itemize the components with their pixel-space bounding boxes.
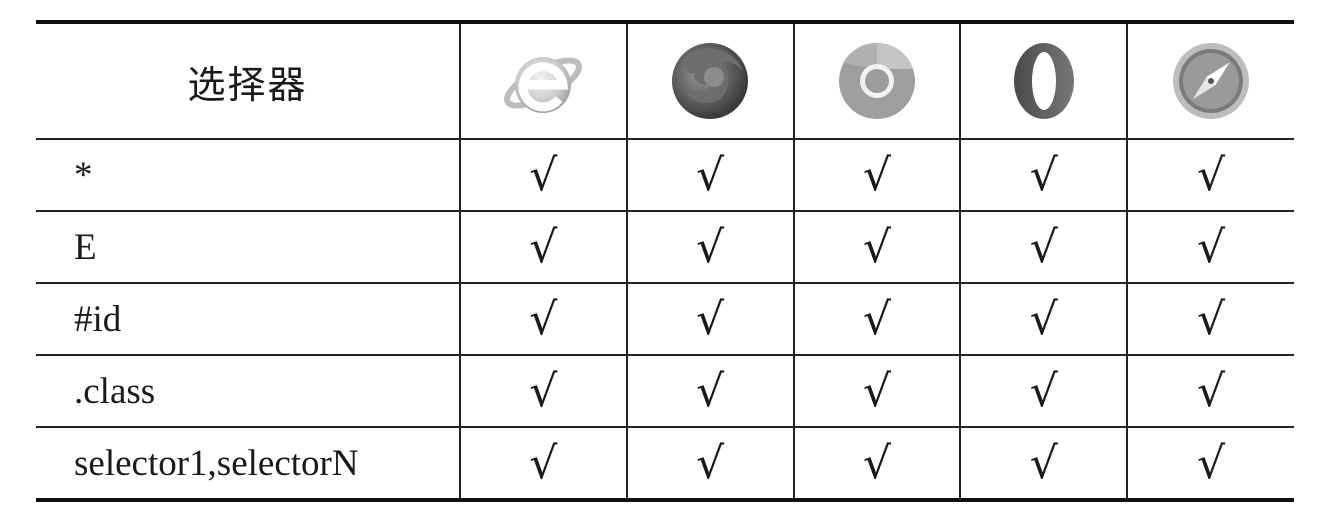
- table-row: E √ √ √ √ √: [36, 210, 1294, 283]
- header-row: 选择器: [36, 22, 1294, 139]
- table-row: .class √ √ √ √ √: [36, 354, 1294, 427]
- check-mark: √: [459, 282, 627, 355]
- check-mark: √: [792, 138, 961, 211]
- check-mark: √: [792, 354, 961, 427]
- check-mark: √: [959, 426, 1128, 500]
- check-mark: √: [625, 210, 794, 283]
- safari-icon: [1173, 43, 1250, 119]
- check-mark: √: [625, 138, 794, 211]
- chrome-icon: [838, 42, 915, 119]
- check-mark: √: [1126, 138, 1294, 211]
- selector-cell: *: [36, 138, 460, 211]
- check-mark: √: [459, 354, 627, 427]
- opera-header-cell: [959, 22, 1128, 139]
- check-mark: √: [625, 426, 794, 500]
- ie-icon: [504, 57, 583, 113]
- selector-compat-table: 选择器: [36, 20, 1294, 502]
- selector-cell: #id: [36, 282, 460, 355]
- check-mark: √: [625, 354, 794, 427]
- check-mark: √: [1126, 210, 1294, 283]
- chrome-header-cell: [792, 22, 961, 139]
- check-mark: √: [959, 354, 1128, 427]
- ie-header-cell: [459, 22, 627, 139]
- check-mark: √: [459, 138, 627, 211]
- safari-header-cell: [1126, 22, 1294, 139]
- firefox-header-cell: [625, 22, 794, 139]
- table-row: * √ √ √ √ √: [36, 138, 1294, 211]
- check-mark: √: [959, 282, 1128, 355]
- selector-column-header: 选择器: [187, 62, 308, 107]
- check-mark: √: [959, 138, 1128, 211]
- table-row: selector1,selectorN √ √ √ √ √: [36, 426, 1294, 500]
- check-mark: √: [1126, 282, 1294, 355]
- check-mark: √: [792, 210, 961, 283]
- check-mark: √: [792, 282, 961, 355]
- check-mark: √: [1126, 426, 1294, 500]
- firefox-icon: [672, 43, 749, 119]
- check-mark: √: [459, 210, 627, 283]
- check-mark: √: [1126, 354, 1294, 427]
- selector-compat-table-wrap: 选择器: [36, 20, 1294, 502]
- check-mark: √: [625, 282, 794, 355]
- check-mark: √: [459, 426, 627, 500]
- selector-cell: E: [36, 210, 460, 283]
- selector-cell: .class: [36, 354, 460, 427]
- opera-icon: [1013, 43, 1074, 119]
- selector-cell: selector1,selectorN: [36, 426, 460, 500]
- check-mark: √: [959, 210, 1128, 283]
- table-row: #id √ √ √ √ √: [36, 282, 1294, 355]
- check-mark: √: [792, 426, 961, 500]
